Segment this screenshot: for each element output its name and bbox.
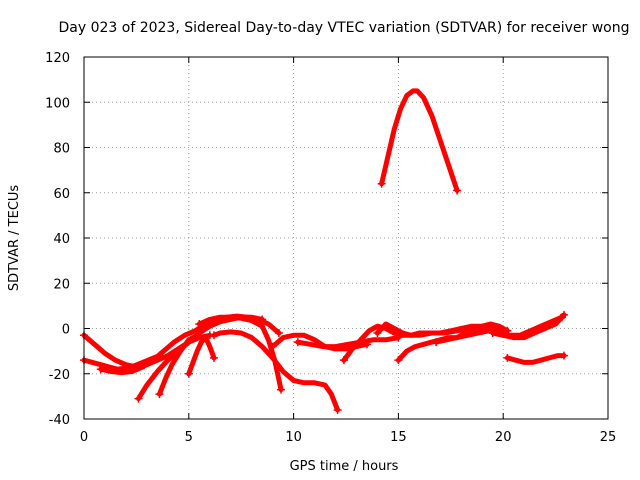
series-endpoint-marker (277, 385, 286, 394)
x-tick-label: 20 (495, 430, 512, 445)
series-endpoint-marker (274, 329, 283, 338)
series-endpoint-marker (184, 369, 193, 378)
series-endpoint-marker (96, 365, 105, 374)
series-endpoint-marker (453, 186, 462, 195)
series-endpoint-marker (258, 315, 267, 324)
series-group (80, 88, 568, 414)
series-endpoint-marker (268, 342, 277, 351)
y-tick-label: 120 (45, 51, 70, 66)
y-axis-label: SDTVAR / TECUs (7, 185, 22, 292)
grid (84, 57, 608, 419)
chart-title: Day 023 of 2023, Sidereal Day-to-day VTE… (59, 20, 630, 36)
x-tick-label: 25 (600, 430, 617, 445)
y-tick-label: 60 (53, 187, 70, 202)
series-endpoint-marker (373, 329, 382, 338)
y-tick-label: 100 (45, 96, 70, 111)
series-endpoint-marker (155, 390, 164, 399)
series-endpoint-marker (293, 338, 302, 347)
y-tick-label: 20 (53, 277, 70, 292)
series-endpoint-marker (394, 356, 403, 365)
series-arc-e (157, 332, 200, 397)
series-endpoint-marker (134, 394, 143, 403)
series-endpoint-marker (333, 405, 342, 414)
y-tick-label: 0 (62, 323, 70, 338)
series-arc-o (490, 312, 567, 341)
series-endpoint-marker (195, 319, 204, 328)
series-arc-f (186, 335, 217, 377)
series-arc-b (81, 353, 162, 372)
series-endpoint-marker (432, 338, 441, 347)
series-arc-j (295, 335, 401, 350)
x-tick-label: 0 (80, 430, 88, 445)
y-tick-label: 80 (53, 142, 70, 157)
series-endpoint-marker (559, 351, 568, 360)
series-endpoint-marker (209, 331, 218, 340)
series-arc-h (196, 314, 284, 393)
series-endpoint-marker (193, 331, 202, 340)
series-endpoint-marker (339, 356, 348, 365)
series-arc-high (379, 88, 460, 193)
x-axis-label: GPS time / hours (290, 459, 399, 474)
x-tick-label: 15 (390, 430, 407, 445)
series-endpoint-marker (209, 353, 218, 362)
series-endpoint-marker (559, 310, 568, 319)
series-endpoint-marker (488, 329, 497, 338)
x-tick-label: 10 (285, 430, 302, 445)
y-tick-label: -40 (49, 413, 70, 428)
series-arc-p (504, 353, 567, 365)
y-tick-label: 40 (53, 232, 70, 247)
x-tick-label: 5 (185, 430, 193, 445)
series-endpoint-marker (503, 353, 512, 362)
series-endpoint-marker (377, 179, 386, 188)
y-tick-label: -20 (49, 368, 70, 383)
axis-ticks: 0 5 10 15 20 25 -40 -20 0 20 40 60 80 100 120 (45, 51, 616, 445)
